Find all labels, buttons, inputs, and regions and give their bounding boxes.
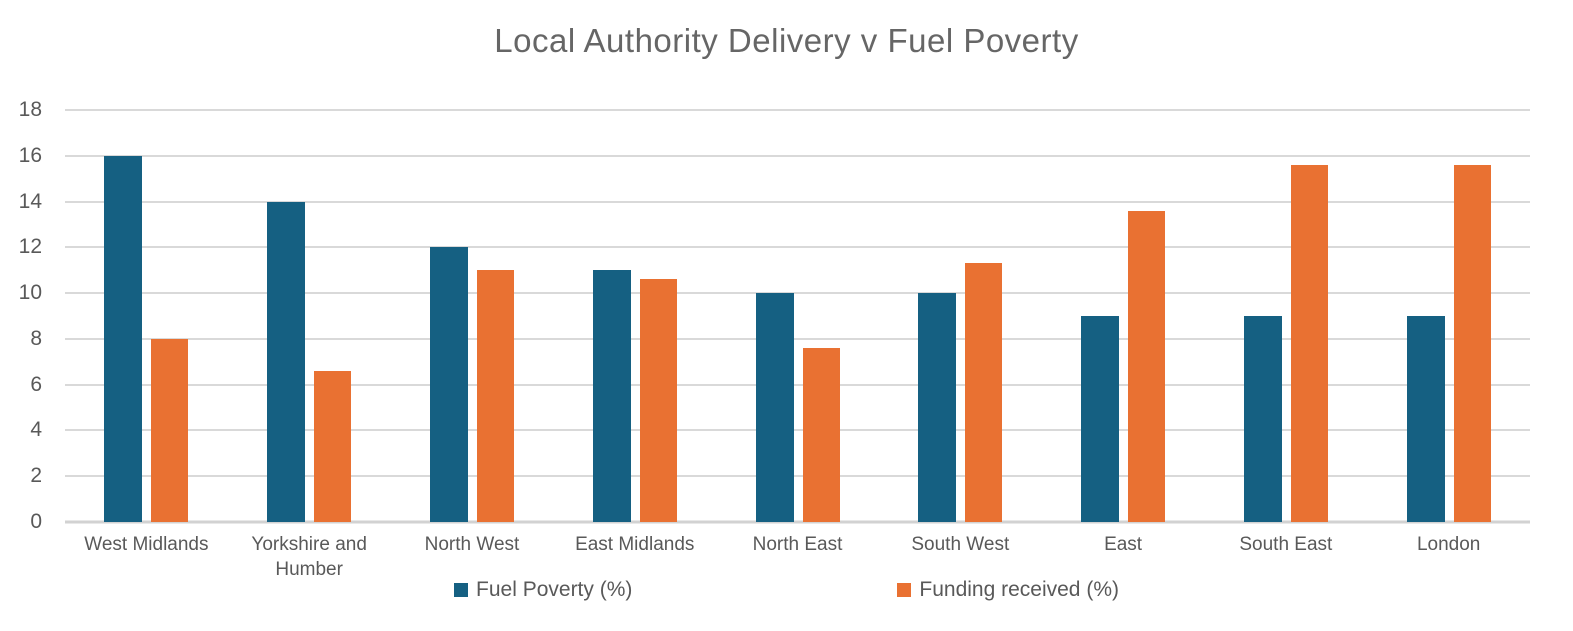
gridline (65, 429, 1530, 432)
bar-group-west-midlands (65, 110, 228, 522)
y-tick-label: 12 (18, 235, 42, 259)
bar-fuel-poverty-yorkshire-and-humber (267, 201, 306, 522)
y-tick-label: 4 (30, 418, 42, 442)
bar-funding-received-east (1128, 210, 1166, 522)
y-tick-label: 2 (30, 464, 42, 488)
x-axis: West Midlands Yorkshire and Humber North W… (65, 533, 1530, 582)
bar-fuel-poverty-south-east (1243, 316, 1282, 522)
x-tick-label-south-west: South West (911, 534, 1010, 555)
gridline (65, 475, 1530, 478)
plot-area (65, 109, 1530, 524)
legend-swatch-icon (454, 583, 469, 597)
y-tick-label: 6 (30, 372, 42, 396)
bar-funding-received-south-east (1290, 164, 1328, 522)
x-tick-label-west-midlands: West Midlands (84, 534, 209, 555)
bar-group-east-midlands (553, 110, 716, 522)
bar-group-south-east (1204, 110, 1367, 522)
bar-fuel-poverty-east-midlands (592, 270, 631, 522)
gridline (65, 154, 1530, 157)
x-tick-label-yorkshire-and-humber: Yorkshire and Humber (251, 534, 367, 580)
bar-group-north-west (391, 110, 554, 522)
legend-item-fuel-poverty: Fuel Poverty (%) (454, 578, 632, 602)
x-axis-baseline (65, 520, 1530, 524)
bar-group-yorkshire-and-humber (228, 110, 391, 522)
x-tick-label-east: East (1104, 534, 1143, 555)
x-tick-label-london: London (1416, 534, 1481, 555)
y-axis: 0 2 4 6 8 10 12 14 16 18 (0, 98, 48, 533)
y-tick-label: 16 (18, 143, 42, 167)
y-tick-label: 14 (18, 189, 42, 213)
bar-fuel-poverty-west-midlands (104, 155, 143, 522)
y-tick-label: 10 (18, 281, 42, 305)
gridline (65, 337, 1530, 340)
y-tick-label: 0 (30, 510, 42, 533)
gridline (65, 383, 1530, 386)
gridline (65, 292, 1530, 295)
legend-item-funding-received: Funding received (%) (897, 578, 1119, 602)
bar-funding-received-london (1453, 164, 1491, 522)
bar-fuel-poverty-london (1406, 316, 1445, 522)
gridline (65, 109, 1530, 111)
bar-funding-received-yorkshire-and-humber (314, 370, 352, 522)
bar-fuel-poverty-south-west (918, 293, 957, 522)
bar-funding-received-east-midlands (639, 279, 677, 522)
y-tick-label: 18 (18, 98, 42, 121)
x-tick-label-north-west: North West (424, 534, 520, 555)
bar-fuel-poverty-north-east (755, 293, 794, 522)
x-tick-label-south-east: South East (1239, 534, 1333, 555)
bar-funding-received-north-west (476, 270, 514, 522)
bar-funding-received-north-east (802, 348, 840, 522)
bar-funding-received-west-midlands (151, 338, 189, 522)
gridline (65, 200, 1530, 203)
bar-funding-received-south-west (965, 263, 1003, 522)
chart-title: Local Authority Delivery v Fuel Poverty (494, 22, 1079, 59)
y-tick-label: 8 (30, 326, 42, 350)
bar-groups (65, 110, 1530, 522)
legend-label: Funding received (%) (919, 578, 1119, 601)
legend-swatch-icon (897, 583, 912, 597)
gridline (65, 246, 1530, 249)
bar-group-south-west (879, 110, 1042, 522)
bar-fuel-poverty-north-west (429, 247, 468, 522)
legend-label: Fuel Poverty (%) (476, 578, 633, 601)
x-tick-label-north-east: North East (752, 534, 843, 555)
bar-group-east (1042, 110, 1205, 522)
x-tick-label-east-midlands: East Midlands (575, 534, 695, 555)
bar-group-north-east (716, 110, 879, 522)
bar-fuel-poverty-east (1081, 316, 1120, 522)
legend: Fuel Poverty (%) Funding received (%) (0, 578, 1573, 602)
bar-group-london (1367, 110, 1530, 522)
